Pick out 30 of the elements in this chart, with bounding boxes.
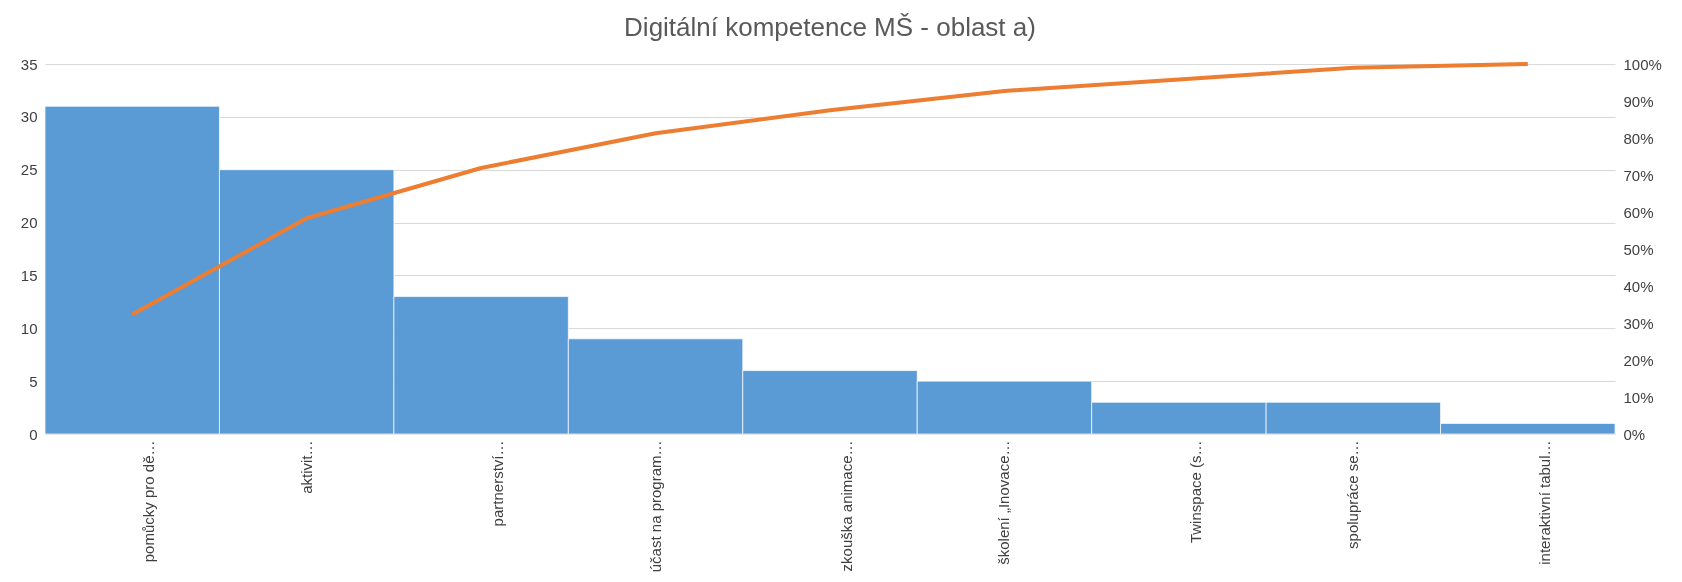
x-tick-label: aktivit… xyxy=(297,440,315,494)
y2-tick-label: 40% xyxy=(1623,277,1654,295)
y-tick-label: 30 xyxy=(20,108,38,126)
y2-tick-label: 60% xyxy=(1623,203,1654,221)
y-tick-label: 35 xyxy=(20,55,38,73)
x-tick-label: pomůcky pro dě… xyxy=(140,440,158,563)
y-tick-label: 10 xyxy=(20,319,38,337)
y2-tick-label: 80% xyxy=(1623,129,1654,147)
x-tick-label: Twinspace (s… xyxy=(1186,440,1204,544)
y2-tick-label: 10% xyxy=(1623,388,1654,406)
y2-tick-label: 30% xyxy=(1623,314,1654,332)
y-tick-label: 20 xyxy=(20,214,38,232)
y-tick-label: 0 xyxy=(29,425,38,443)
y2-tick-label: 20% xyxy=(1623,351,1654,369)
x-tick-label: zkouška animace… xyxy=(838,440,855,572)
x-tick-label: školení „Inovace… xyxy=(995,440,1013,565)
x-tick-label: účast na program… xyxy=(646,440,664,573)
line-series xyxy=(130,62,1530,317)
x-tick-label: interaktivní tabul… xyxy=(1535,440,1553,565)
x-tick-label: spolupráce se… xyxy=(1344,440,1362,549)
y2-tick-label: 100% xyxy=(1623,55,1662,73)
y-tick-label: 25 xyxy=(20,161,38,179)
y-tick-label: 5 xyxy=(29,372,38,390)
chart-title: Digitální kompetence MŠ - oblast a) xyxy=(624,12,1036,42)
y2-tick-label: 90% xyxy=(1623,92,1654,110)
y2-tick-label: 50% xyxy=(1623,240,1654,258)
y2-tick-label: 70% xyxy=(1623,166,1654,184)
y-tick-label: 15 xyxy=(20,266,38,284)
x-tick-label: partnerství… xyxy=(489,440,507,527)
y2-tick-label: 0% xyxy=(1623,425,1646,443)
